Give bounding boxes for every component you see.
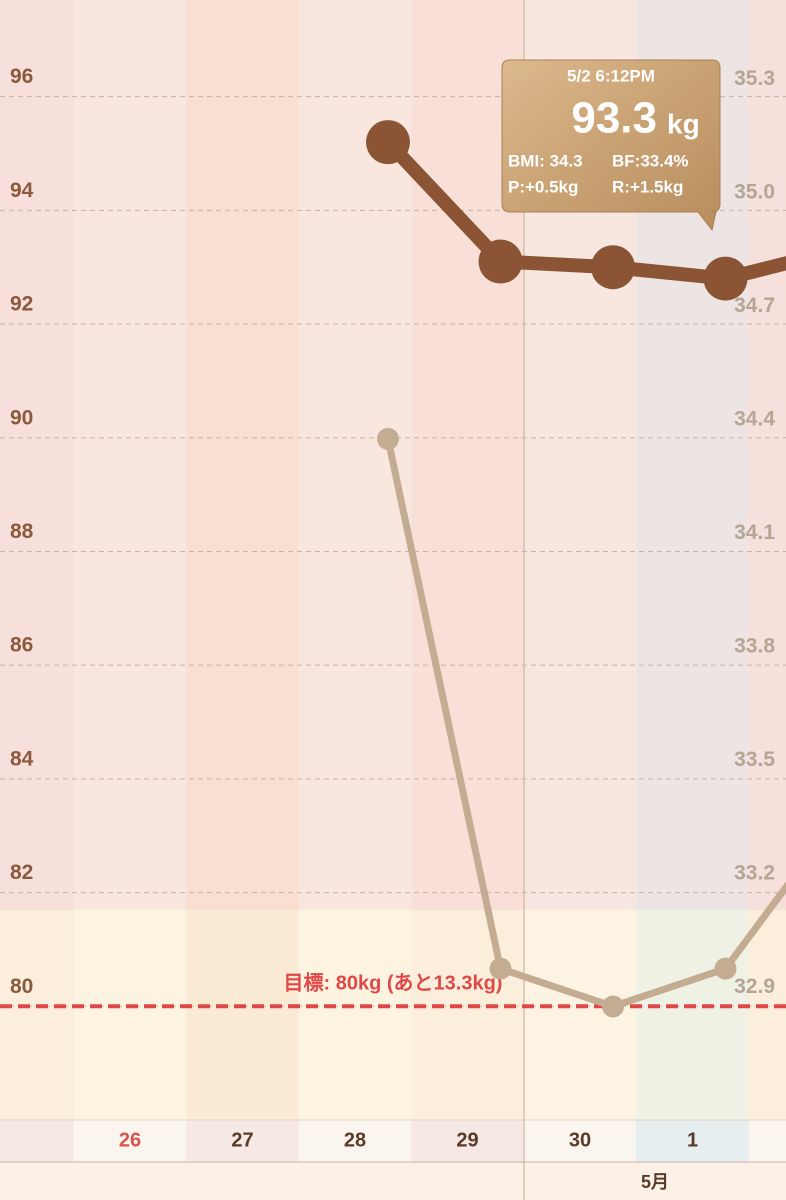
y2-tick-label: 34.4 bbox=[734, 407, 775, 430]
tooltip-value: 93.3 bbox=[571, 94, 657, 143]
month-label: 5月 bbox=[641, 1172, 669, 1192]
y-tick-label: 84 bbox=[10, 747, 34, 770]
band bbox=[748, 910, 786, 1120]
axis-band bbox=[636, 1120, 749, 1162]
y-tick-label: 88 bbox=[10, 520, 34, 543]
tooltip-box bbox=[501, 59, 721, 232]
y2-tick-label: 34.1 bbox=[734, 521, 775, 544]
goal-label: 目標: 80kg (あと13.3kg) bbox=[284, 971, 503, 995]
band bbox=[748, 0, 786, 910]
tooltip-unit: kg bbox=[667, 108, 700, 139]
y2-tick-label: 34.7 bbox=[734, 294, 775, 317]
tooltip-bf: BF:33.4% bbox=[612, 151, 689, 170]
band bbox=[636, 910, 749, 1120]
y-tick-label: 92 bbox=[10, 293, 33, 316]
tooltip-p: P:+0.5kg bbox=[508, 177, 578, 196]
axis-band bbox=[186, 1120, 299, 1162]
point bbox=[366, 120, 410, 165]
axis-band bbox=[411, 1120, 524, 1162]
band bbox=[0, 0, 74, 910]
y-tick-label: 96 bbox=[10, 65, 33, 88]
tooltip: 5/2 6:12PM 93.3 kg BMI: 34.3 BF:33.4% P:… bbox=[501, 59, 721, 232]
y2-tick-label: 32.9 bbox=[734, 975, 775, 998]
axis-band bbox=[0, 1120, 74, 1162]
y-tick-label: 80 bbox=[10, 975, 33, 998]
point bbox=[602, 995, 624, 1018]
x-tick-label: 26 bbox=[119, 1129, 141, 1151]
band bbox=[298, 910, 412, 1120]
band bbox=[411, 910, 524, 1120]
point bbox=[478, 239, 523, 284]
x-tick-label: 28 bbox=[344, 1129, 366, 1151]
y2-tick-label: 35.0 bbox=[734, 180, 775, 203]
y-tick-label: 90 bbox=[10, 406, 33, 429]
point bbox=[591, 245, 635, 290]
band bbox=[186, 910, 299, 1120]
band bbox=[73, 910, 187, 1120]
y-tick-label: 94 bbox=[10, 179, 34, 202]
month-band bbox=[0, 1162, 786, 1200]
y2-tick-label: 33.8 bbox=[734, 634, 775, 657]
band bbox=[73, 0, 187, 910]
axis-band bbox=[298, 1120, 412, 1162]
y-tick-label: 82 bbox=[10, 861, 33, 884]
tooltip-bmi: BMI: 34.3 bbox=[508, 151, 583, 170]
x-tick-label: 27 bbox=[231, 1129, 253, 1151]
point bbox=[377, 427, 399, 450]
band bbox=[0, 910, 74, 1120]
y2-tick-label: 33.5 bbox=[734, 748, 775, 771]
x-tick-label: 30 bbox=[569, 1129, 591, 1151]
axis-band bbox=[523, 1120, 637, 1162]
axis-band bbox=[748, 1120, 786, 1162]
x-tick-label: 1 bbox=[687, 1129, 698, 1151]
y2-tick-label: 33.2 bbox=[734, 862, 775, 885]
tooltip-date: 5/2 6:12PM bbox=[567, 66, 655, 85]
point bbox=[714, 957, 737, 980]
band bbox=[186, 0, 299, 910]
axis-band bbox=[73, 1120, 187, 1162]
point bbox=[489, 957, 512, 980]
y2-tick-label: 35.3 bbox=[734, 67, 775, 90]
y-tick-label: 86 bbox=[10, 634, 33, 657]
point bbox=[703, 256, 748, 301]
tooltip-r: R:+1.5kg bbox=[612, 177, 683, 196]
x-tick-label: 29 bbox=[456, 1129, 478, 1151]
